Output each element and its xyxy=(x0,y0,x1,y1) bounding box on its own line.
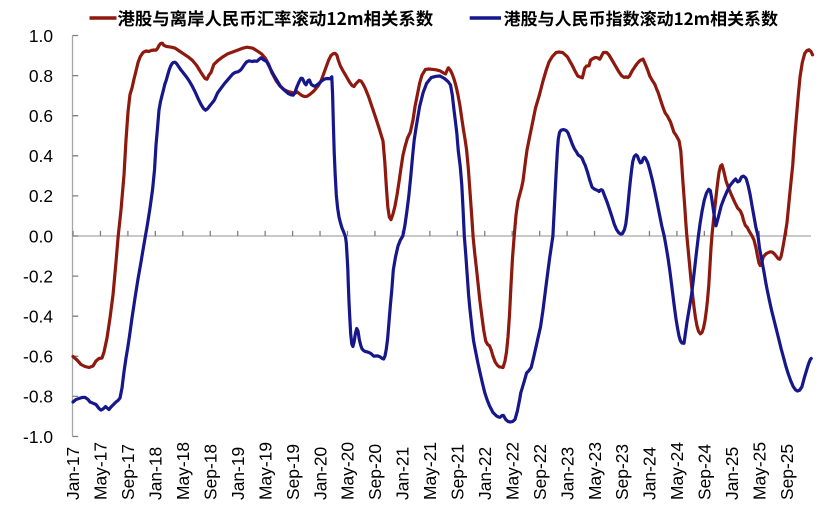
svg-text:-1.0: -1.0 xyxy=(23,427,53,447)
svg-text:0.8: 0.8 xyxy=(29,66,53,86)
svg-text:0.2: 0.2 xyxy=(29,186,53,206)
svg-text:Jan-19: Jan-19 xyxy=(228,447,248,500)
svg-text:Jan-22: Jan-22 xyxy=(475,447,495,500)
svg-text:-0.6: -0.6 xyxy=(23,347,53,367)
svg-text:Jan-18: Jan-18 xyxy=(146,447,166,500)
svg-text:Sep-24: Sep-24 xyxy=(695,444,715,500)
svg-text:-0.2: -0.2 xyxy=(23,266,53,286)
svg-text:Jan-20: Jan-20 xyxy=(310,447,330,500)
svg-text:Jan-21: Jan-21 xyxy=(393,447,413,500)
svg-text:May-19: May-19 xyxy=(255,442,275,500)
svg-text:May-24: May-24 xyxy=(667,442,687,500)
svg-text:May-22: May-22 xyxy=(502,442,522,500)
svg-text:Sep-17: Sep-17 xyxy=(118,444,138,500)
svg-text:Sep-21: Sep-21 xyxy=(448,444,468,500)
svg-text:May-20: May-20 xyxy=(338,442,358,500)
svg-text:Jan-24: Jan-24 xyxy=(640,446,660,500)
svg-text:Sep-23: Sep-23 xyxy=(612,444,632,500)
svg-text:Sep-22: Sep-22 xyxy=(530,444,550,500)
svg-text:May-25: May-25 xyxy=(749,442,769,500)
svg-text:Sep-20: Sep-20 xyxy=(365,444,385,500)
svg-text:-0.4: -0.4 xyxy=(23,307,53,327)
svg-text:Sep-18: Sep-18 xyxy=(200,444,220,500)
svg-text:-0.8: -0.8 xyxy=(23,387,53,407)
svg-text:Jan-23: Jan-23 xyxy=(557,447,577,500)
svg-text:0.4: 0.4 xyxy=(29,146,54,166)
svg-text:0.6: 0.6 xyxy=(29,106,53,126)
svg-text:May-17: May-17 xyxy=(91,442,111,500)
svg-text:Sep-19: Sep-19 xyxy=(283,444,303,500)
svg-text:Jan-17: Jan-17 xyxy=(63,447,83,500)
svg-text:0.0: 0.0 xyxy=(29,226,53,246)
svg-text:May-23: May-23 xyxy=(585,442,605,500)
svg-text:May-21: May-21 xyxy=(420,442,440,500)
svg-text:May-18: May-18 xyxy=(173,442,193,500)
svg-text:Jan-25: Jan-25 xyxy=(722,447,742,500)
svg-text:Sep-25: Sep-25 xyxy=(777,444,797,500)
svg-text:1.0: 1.0 xyxy=(29,26,53,46)
